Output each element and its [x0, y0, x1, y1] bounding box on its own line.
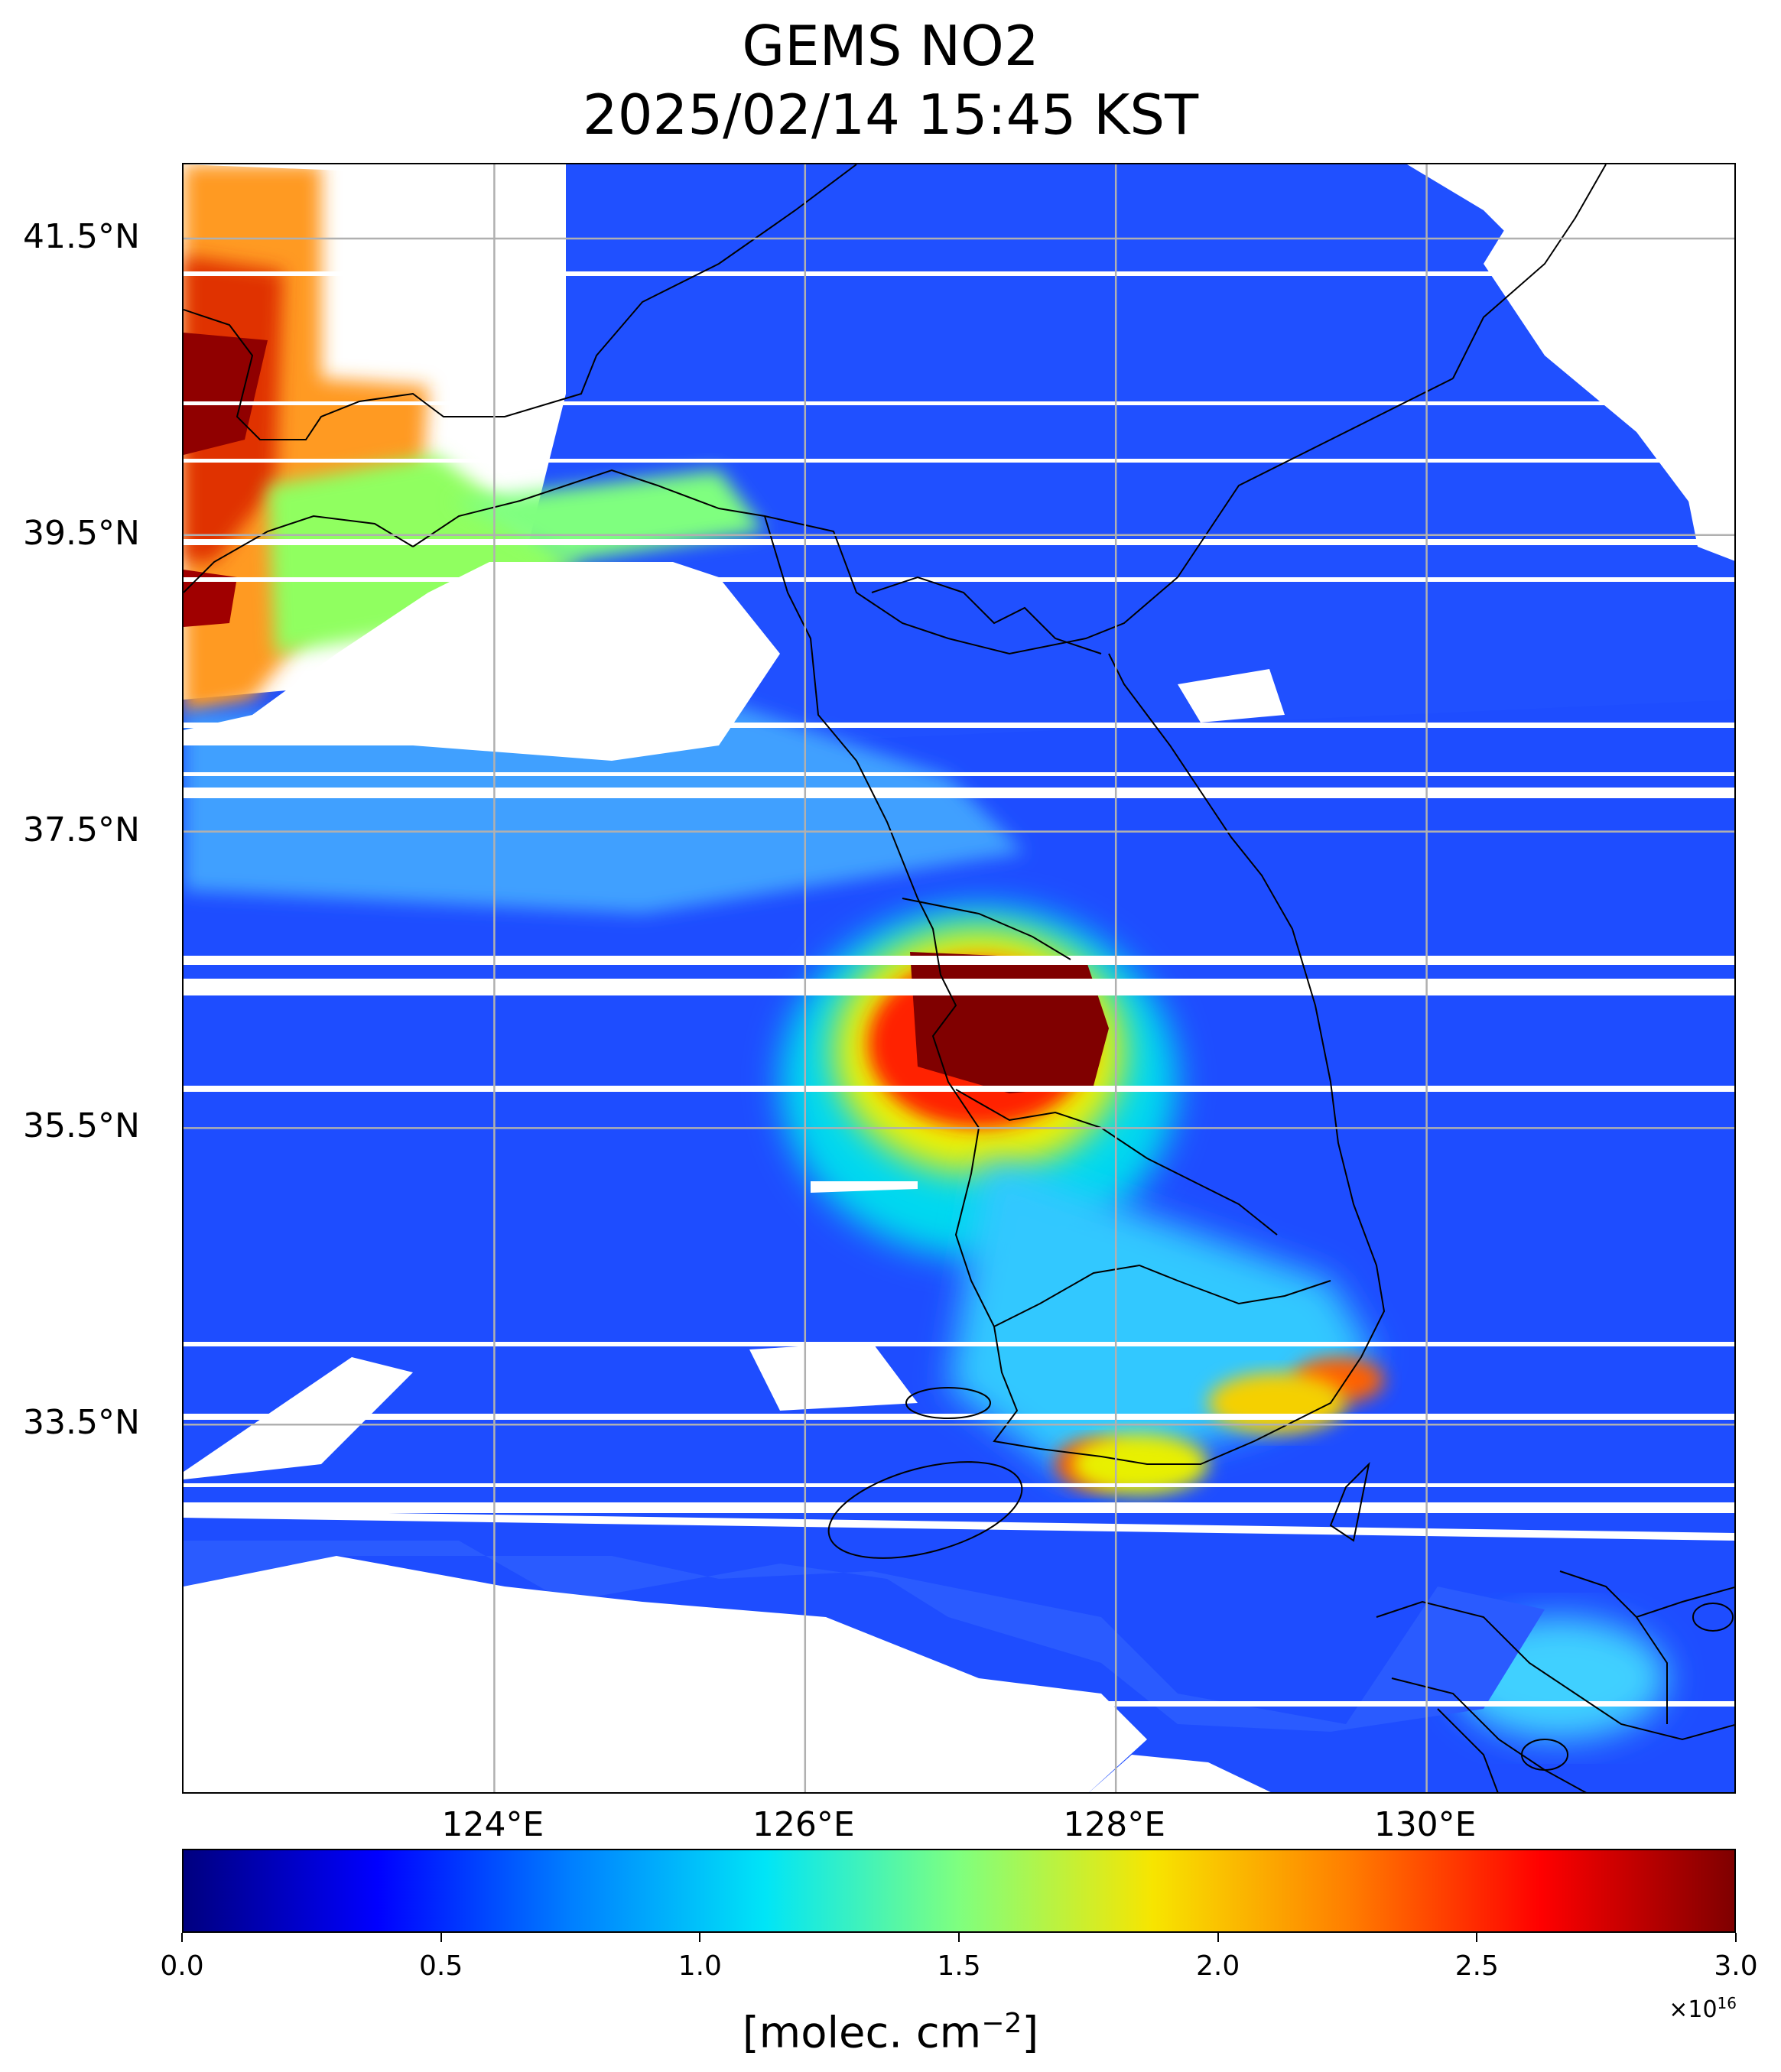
map-panel[interactable] [182, 163, 1736, 1794]
colorbar-multiplier: ×1016 [1669, 1994, 1737, 2023]
colorbar-tick-mark [1735, 1933, 1737, 1942]
colorbar-tick-label: 0.0 [160, 1950, 204, 1982]
colorbar-tick-label: 3.0 [1714, 1950, 1758, 1982]
colorbar-tick-label: 1.0 [678, 1950, 722, 1982]
lat-label-37-5: 37.5°N [23, 810, 140, 849]
lon-label-124: 124°E [441, 1805, 544, 1844]
colorbar-label: [molec. cm−2] [742, 2008, 1039, 2058]
colorbar-tick-label: 2.0 [1196, 1950, 1240, 1982]
no2-field-map[interactable] [184, 164, 1736, 1794]
colorbar-tick-mark [440, 1933, 442, 1942]
graticule [184, 164, 1734, 1792]
coastlines [184, 164, 1734, 1792]
lon-label-128: 128°E [1063, 1805, 1166, 1844]
colorbar-tick-label: 2.5 [1454, 1950, 1499, 1982]
colorbar-tick-mark [699, 1933, 701, 1942]
map-timestamp: 2025/02/14 15:45 KST [582, 83, 1199, 147]
colorbar-tick-mark [1476, 1933, 1478, 1942]
colorbar-tick-mark [1217, 1933, 1219, 1942]
lat-label-35-5: 35.5°N [23, 1106, 140, 1146]
map-title: GEMS NO2 [742, 14, 1039, 78]
lon-label-130: 130°E [1373, 1805, 1477, 1844]
colorbar-tick-mark [958, 1933, 960, 1942]
colorbar-tick-label: 1.5 [937, 1950, 981, 1982]
lat-label-39-5: 39.5°N [23, 513, 140, 553]
colorbar-tick-label: 0.5 [419, 1950, 463, 1982]
lon-label-126: 126°E [752, 1805, 855, 1844]
lat-label-33-5: 33.5°N [23, 1403, 140, 1443]
colorbar-tick-mark [181, 1933, 183, 1942]
colorbar [182, 1849, 1736, 1933]
no2-field [184, 164, 1734, 1792]
lat-label-41-5: 41.5°N [23, 216, 140, 256]
